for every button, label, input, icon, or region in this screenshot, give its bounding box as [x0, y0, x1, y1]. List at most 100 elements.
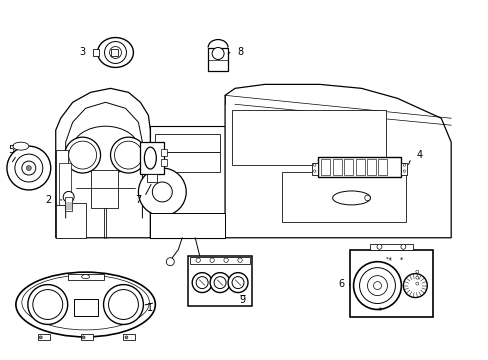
Text: 8: 8	[237, 48, 243, 58]
Bar	[150, 213, 224, 238]
Circle shape	[376, 244, 381, 249]
Circle shape	[22, 161, 36, 175]
Circle shape	[196, 258, 200, 262]
Bar	[150, 126, 224, 238]
Circle shape	[415, 282, 418, 285]
Circle shape	[109, 46, 121, 58]
Ellipse shape	[16, 272, 155, 337]
Bar	[369, 244, 412, 250]
Circle shape	[196, 276, 208, 289]
Circle shape	[227, 273, 247, 293]
Circle shape	[114, 141, 142, 169]
Bar	[188, 256, 251, 306]
Polygon shape	[56, 88, 150, 238]
Bar	[349, 250, 432, 318]
Circle shape	[400, 244, 405, 249]
Text: 3: 3	[80, 48, 85, 58]
Circle shape	[7, 146, 51, 190]
Circle shape	[209, 258, 214, 262]
Circle shape	[210, 273, 229, 293]
Circle shape	[237, 258, 242, 262]
Circle shape	[403, 164, 405, 166]
Bar	[123, 334, 135, 340]
Circle shape	[313, 170, 315, 172]
Bar	[232, 110, 386, 165]
Bar	[56, 203, 85, 238]
Bar	[147, 174, 157, 182]
Bar	[401, 163, 407, 175]
Circle shape	[82, 336, 85, 339]
Circle shape	[110, 137, 146, 173]
Bar	[155, 152, 220, 172]
Bar	[74, 298, 98, 316]
Bar	[332, 159, 341, 175]
Ellipse shape	[72, 126, 139, 174]
Circle shape	[152, 182, 172, 202]
Bar	[378, 159, 386, 175]
Bar	[38, 334, 50, 340]
Text: 1: 1	[147, 302, 153, 312]
Circle shape	[359, 268, 395, 303]
Circle shape	[353, 262, 401, 310]
Bar	[311, 163, 317, 175]
Circle shape	[214, 276, 225, 289]
Polygon shape	[224, 84, 450, 238]
Circle shape	[373, 282, 381, 289]
Circle shape	[415, 276, 418, 279]
Circle shape	[64, 137, 101, 173]
Circle shape	[166, 258, 174, 266]
Circle shape	[33, 289, 62, 319]
Bar	[317, 157, 401, 177]
Bar	[321, 159, 329, 175]
Bar	[65, 197, 72, 211]
Bar	[281, 172, 406, 222]
Bar	[67, 274, 103, 280]
Bar	[161, 159, 167, 166]
Bar	[140, 142, 164, 174]
Circle shape	[108, 289, 138, 319]
Text: 5: 5	[8, 145, 14, 155]
Circle shape	[68, 141, 96, 169]
Text: 7: 7	[135, 195, 141, 205]
Bar	[92, 49, 99, 57]
Bar	[110, 49, 118, 57]
Circle shape	[63, 192, 74, 202]
Text: 2: 2	[45, 195, 52, 205]
Bar	[355, 159, 364, 175]
Circle shape	[415, 270, 418, 273]
Circle shape	[15, 154, 42, 182]
Bar	[81, 334, 92, 340]
Bar	[190, 257, 249, 264]
Bar	[59, 163, 71, 205]
Bar	[366, 159, 375, 175]
Circle shape	[364, 195, 369, 201]
Circle shape	[125, 336, 128, 339]
Circle shape	[192, 273, 212, 293]
Ellipse shape	[144, 147, 156, 169]
Circle shape	[367, 276, 386, 296]
Text: *: *	[377, 307, 381, 316]
Circle shape	[28, 285, 67, 324]
Bar	[161, 149, 167, 156]
Ellipse shape	[13, 142, 29, 150]
Circle shape	[26, 166, 31, 171]
Ellipse shape	[81, 275, 89, 279]
Circle shape	[39, 336, 42, 339]
Text: *: *	[399, 257, 402, 263]
Text: 6: 6	[338, 279, 344, 289]
Ellipse shape	[98, 37, 133, 67]
Circle shape	[103, 285, 143, 324]
Circle shape	[403, 170, 405, 172]
Bar	[155, 134, 220, 152]
Ellipse shape	[332, 191, 370, 205]
Circle shape	[212, 48, 224, 59]
Bar	[344, 159, 352, 175]
Circle shape	[313, 164, 315, 166]
Text: 4: 4	[415, 150, 422, 160]
Circle shape	[198, 258, 206, 266]
Ellipse shape	[22, 275, 149, 330]
Circle shape	[138, 168, 186, 216]
Circle shape	[224, 258, 228, 262]
Bar	[208, 48, 227, 71]
Text: 9: 9	[239, 294, 244, 305]
